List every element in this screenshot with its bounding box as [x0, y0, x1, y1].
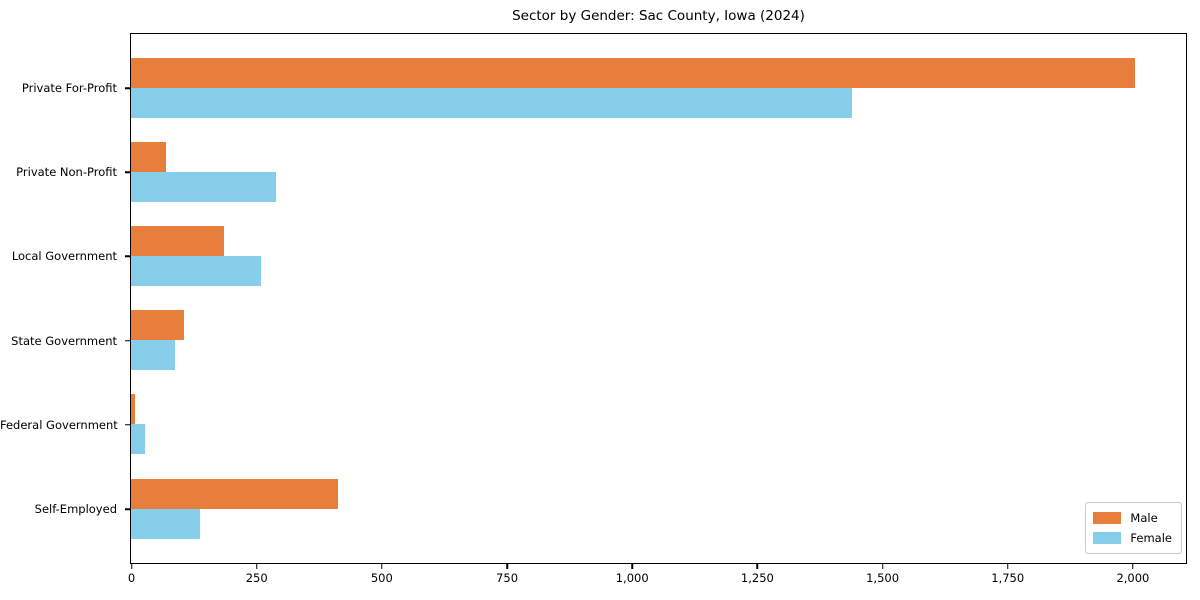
xtick-label: 0: [127, 571, 136, 585]
ytick-mark: [125, 171, 130, 173]
xtick-label: 500: [370, 571, 393, 585]
bar-male-6: [131, 478, 338, 509]
bar-male-4: [131, 310, 184, 341]
ytick-mark: [125, 255, 130, 258]
ytick-label: Local Government: [11, 249, 117, 264]
xtick-label: 750: [496, 571, 519, 585]
xtick-mark: [381, 564, 383, 569]
xtick-label: 2,000: [1116, 571, 1150, 585]
ytick-mark: [125, 87, 130, 89]
ytick-label: Private Non-Profit: [16, 165, 117, 180]
bar-female-5: [131, 424, 146, 455]
bar-female-3: [131, 255, 262, 286]
plot-area: Male Female: [130, 33, 1187, 564]
ytick-label: Federal Government: [0, 417, 118, 432]
chart-title: Sector by Gender: Sac County, Iowa (2024…: [512, 8, 805, 24]
xtick-mark: [506, 564, 508, 569]
ytick-label: State Government: [11, 333, 117, 348]
ytick-mark: [125, 508, 130, 510]
legend-label: Male: [1130, 511, 1158, 525]
bar-male-3: [131, 225, 224, 256]
legend-entry-male: Male: [1093, 508, 1172, 528]
ytick-label: Self-Employed: [34, 502, 117, 516]
legend-label: Female: [1130, 531, 1172, 545]
bar-male-5: [131, 394, 135, 425]
xtick-label: 1,000: [615, 571, 649, 585]
xtick-mark: [881, 564, 884, 569]
xtick-mark: [756, 564, 759, 569]
bar-male-1: [131, 57, 1135, 88]
xtick-mark: [1006, 564, 1009, 569]
xtick-mark: [255, 564, 258, 569]
ytick-mark: [125, 339, 130, 342]
xtick-mark: [130, 564, 133, 569]
xtick-label: 1,750: [991, 571, 1025, 585]
bar-female-6: [131, 508, 200, 539]
legend-swatch-female: [1093, 532, 1122, 544]
xtick-label: 250: [245, 571, 268, 585]
bar-male-2: [131, 141, 167, 172]
bar-female-1: [131, 87, 853, 118]
legend-entry-female: Female: [1093, 528, 1172, 548]
xtick-label: 1,500: [866, 571, 900, 585]
xtick-label: 1,250: [740, 571, 774, 585]
xtick-mark: [1132, 564, 1134, 569]
bar-female-4: [131, 340, 175, 371]
ytick-mark: [125, 424, 130, 426]
legend-swatch-male: [1093, 512, 1122, 524]
legend: Male Female: [1085, 502, 1182, 554]
xtick-mark: [631, 564, 633, 569]
ytick-label: Private For-Profit: [21, 81, 117, 95]
bar-female-2: [131, 171, 277, 202]
